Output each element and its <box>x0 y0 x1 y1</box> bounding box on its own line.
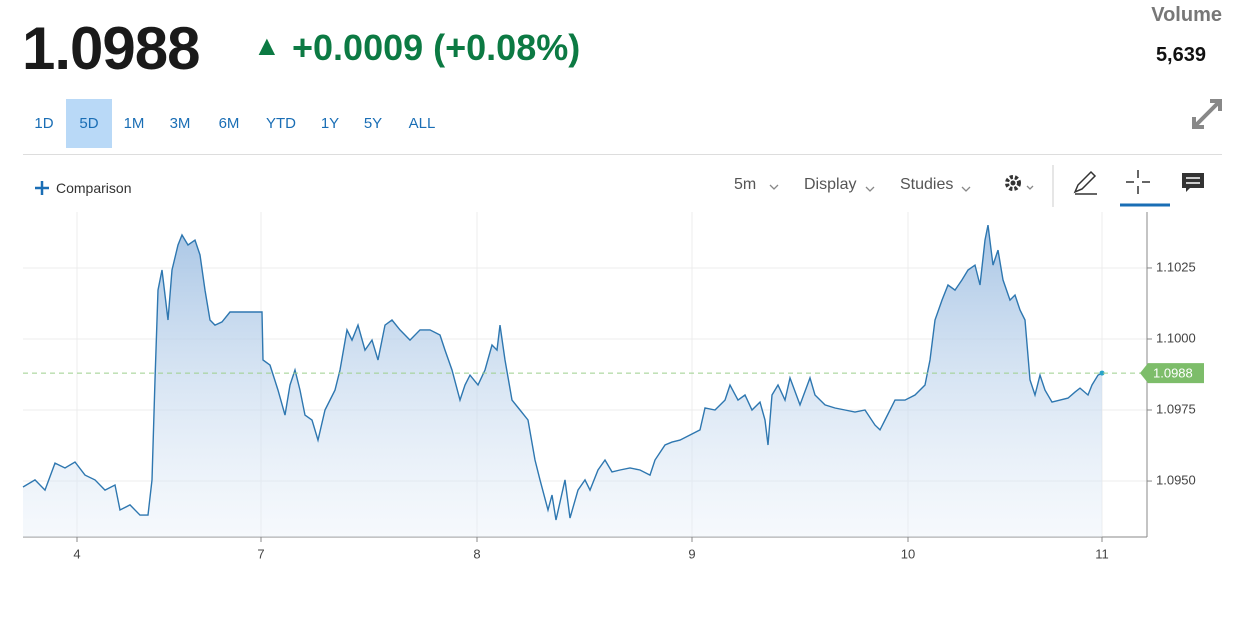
x-tick-label: 7 <box>257 546 264 561</box>
separator <box>23 154 1222 155</box>
y-tick-label: 1.1000 <box>1156 330 1196 345</box>
price-change: +0.0009 (+0.08%) <box>292 27 581 68</box>
volume-label: Volume <box>1151 4 1222 26</box>
volume: 5,639 <box>1155 44 1206 66</box>
x-tick-label: 4 <box>73 546 80 561</box>
last-price-label: 1.0988 <box>1153 366 1193 381</box>
comparison-button[interactable]: Comparison <box>56 180 132 196</box>
toolbar-icons <box>769 165 1204 207</box>
x-tick-label: 11 <box>1095 546 1109 561</box>
x-tick-label: 9 <box>688 546 695 561</box>
range-tab[interactable]: 1M <box>123 115 145 132</box>
up-arrow: ▲ <box>253 30 281 61</box>
range-tab[interactable]: 1Y <box>320 115 340 132</box>
studies-button[interactable]: Studies <box>900 176 954 193</box>
range-tab[interactable]: YTD <box>266 115 296 132</box>
y-tick-label: 1.0950 <box>1156 472 1196 487</box>
area <box>23 225 1102 537</box>
line <box>22 224 1103 521</box>
range-tab[interactable]: 3M <box>169 115 191 132</box>
last-price-box <box>1140 363 1204 384</box>
display-button[interactable]: Display <box>804 176 857 193</box>
y-tick-label: 1.1025 <box>1156 259 1196 274</box>
x-tick-label: 8 <box>473 546 480 561</box>
range-tab[interactable]: 5Y <box>363 115 383 132</box>
expand-icon[interactable] <box>1190 97 1226 133</box>
range-tab[interactable]: 6M <box>218 115 240 132</box>
range-tab[interactable]: 1D <box>34 115 54 132</box>
range-tab[interactable]: ALL <box>408 115 436 132</box>
y-tick-label: 1.0975 <box>1156 401 1196 416</box>
interval-button[interactable]: 5m <box>734 176 757 193</box>
range-tab[interactable]: 5D <box>66 99 112 148</box>
x-tick-label: 10 <box>901 546 915 561</box>
plus-icon[interactable] <box>34 180 50 196</box>
price: 1.0988 <box>22 15 201 82</box>
last-point <box>1099 370 1105 376</box>
